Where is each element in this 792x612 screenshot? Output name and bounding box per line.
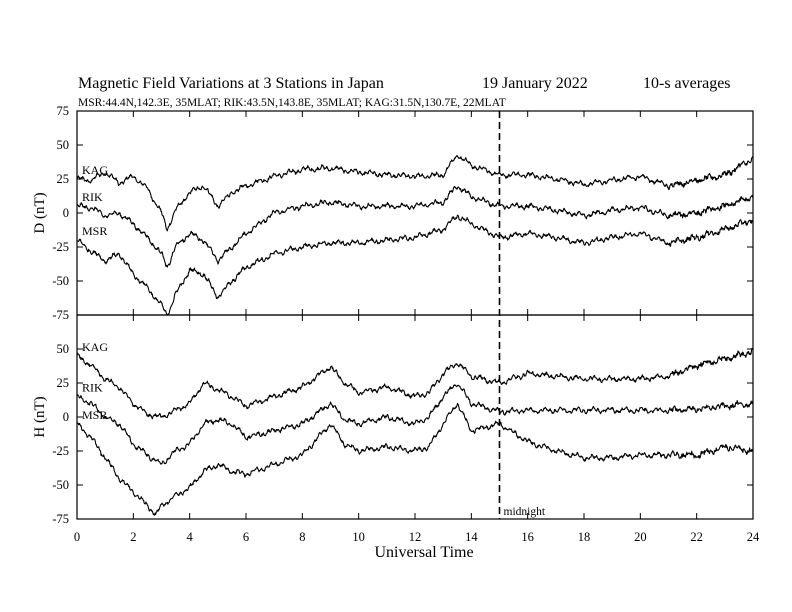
series-label-msr: MSR [82, 224, 107, 238]
x-tick-label: 20 [634, 530, 647, 544]
series-label-kag: KAG [82, 163, 108, 177]
series-label-kag: KAG [82, 340, 108, 354]
x-tick-label: 22 [690, 530, 703, 544]
y-tick-label: 75 [57, 104, 70, 118]
d-component-panel: 75 50 25 0 -25 -50 -75 D (nT) KAG RIK MSR [32, 104, 754, 322]
x-tick-label: 4 [187, 530, 194, 544]
x-tick-label: 2 [130, 530, 136, 544]
x-tick-label: 8 [299, 530, 305, 544]
series-line-rik [76, 384, 754, 465]
chart-title: Magnetic Field Variations at 3 Stations … [78, 75, 384, 92]
series-label-rik: RIK [82, 190, 103, 204]
y-tick-label: -25 [52, 444, 69, 458]
panel-frame [76, 314, 754, 520]
x-tick-label: 6 [243, 530, 249, 544]
chart-averaging: 10-s averages [643, 75, 731, 92]
series-line-msr [76, 402, 754, 516]
y-axis-label: H (nT) [32, 396, 48, 437]
y-tick-label: 0 [63, 410, 69, 424]
series-label-msr: MSR [82, 408, 107, 422]
y-tick-label: -25 [52, 240, 69, 254]
y-axis-label: D (nT) [32, 192, 48, 233]
y-tick-label: 0 [63, 206, 69, 220]
midnight-label: midnight [504, 506, 546, 518]
series-label-rik: RIK [82, 381, 103, 395]
series-line-kag [76, 154, 754, 232]
y-tick-label: 50 [57, 342, 70, 356]
series-line-kag [76, 347, 754, 420]
series-line-rik [76, 185, 754, 268]
x-tick-label: 10 [352, 530, 365, 544]
x-tick-label: 14 [465, 530, 478, 544]
x-tick-label: 24 [747, 530, 760, 544]
x-tick-label: 0 [74, 530, 80, 544]
y-tick-label: -75 [52, 308, 69, 322]
x-tick-label: 12 [409, 530, 422, 544]
x-tick-label: 16 [521, 530, 534, 544]
y-tick-label: 50 [57, 138, 70, 152]
y-tick-label: 25 [57, 172, 70, 186]
station-coordinates: MSR:44.4N,142.3E, 35MLAT; RIK:43.5N,143.… [78, 97, 506, 109]
x-axis: 0 2 4 6 8 10 12 14 16 18 20 22 24 [74, 530, 760, 544]
y-tick-label: -50 [52, 478, 69, 492]
x-tick-label: 18 [578, 530, 591, 544]
series-line-msr [76, 214, 754, 316]
y-tick-label: 25 [57, 376, 70, 390]
midnight-marker: midnight [498, 111, 546, 519]
chart-date: 19 January 2022 [482, 75, 588, 92]
h-component-panel: 50 25 0 -25 -50 -75 H (nT) KAG RIK MSR [32, 314, 754, 526]
y-tick-label: -75 [52, 512, 69, 526]
x-axis-label: Universal Time [374, 544, 473, 561]
y-tick-label: -50 [52, 274, 69, 288]
